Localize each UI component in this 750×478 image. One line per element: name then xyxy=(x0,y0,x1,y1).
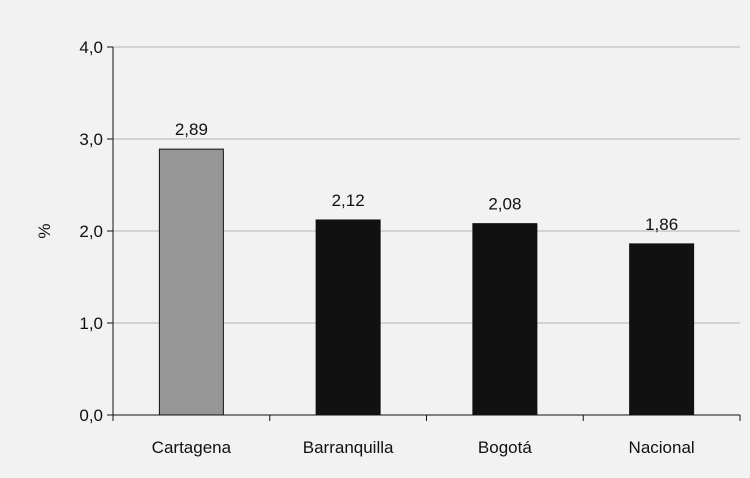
y-tick-label: 4,0 xyxy=(79,38,103,57)
bar-cartagena xyxy=(158,148,224,416)
y-axis-ticks: 0,0 1,0 2,0 3,0 4,0 xyxy=(79,38,113,425)
data-label: 2,89 xyxy=(175,120,208,139)
bars xyxy=(158,148,695,416)
y-tick-label: 0,0 xyxy=(79,406,103,425)
data-label: 2,08 xyxy=(488,195,521,214)
y-tick-label: 1,0 xyxy=(79,314,103,333)
y-tick-label: 2,0 xyxy=(79,222,103,241)
x-tick-label: Nacional xyxy=(629,438,695,457)
x-tick-label: Barranquilla xyxy=(303,438,394,457)
bar-nacional xyxy=(629,243,695,416)
data-label: 1,86 xyxy=(645,215,678,234)
x-tick-label: Cartagena xyxy=(152,438,232,457)
y-tick-label: 3,0 xyxy=(79,130,103,149)
x-tick-label: Bogotá xyxy=(478,438,532,457)
bar-barranquilla xyxy=(315,219,381,416)
data-label: 2,12 xyxy=(332,191,365,210)
data-labels: 2,89 2,12 2,08 1,86 xyxy=(175,120,678,234)
y-axis-title: % xyxy=(35,223,54,238)
bar-bogotá xyxy=(472,223,538,416)
x-axis-ticks: Cartagena Barranquilla Bogotá Nacional xyxy=(112,415,741,457)
